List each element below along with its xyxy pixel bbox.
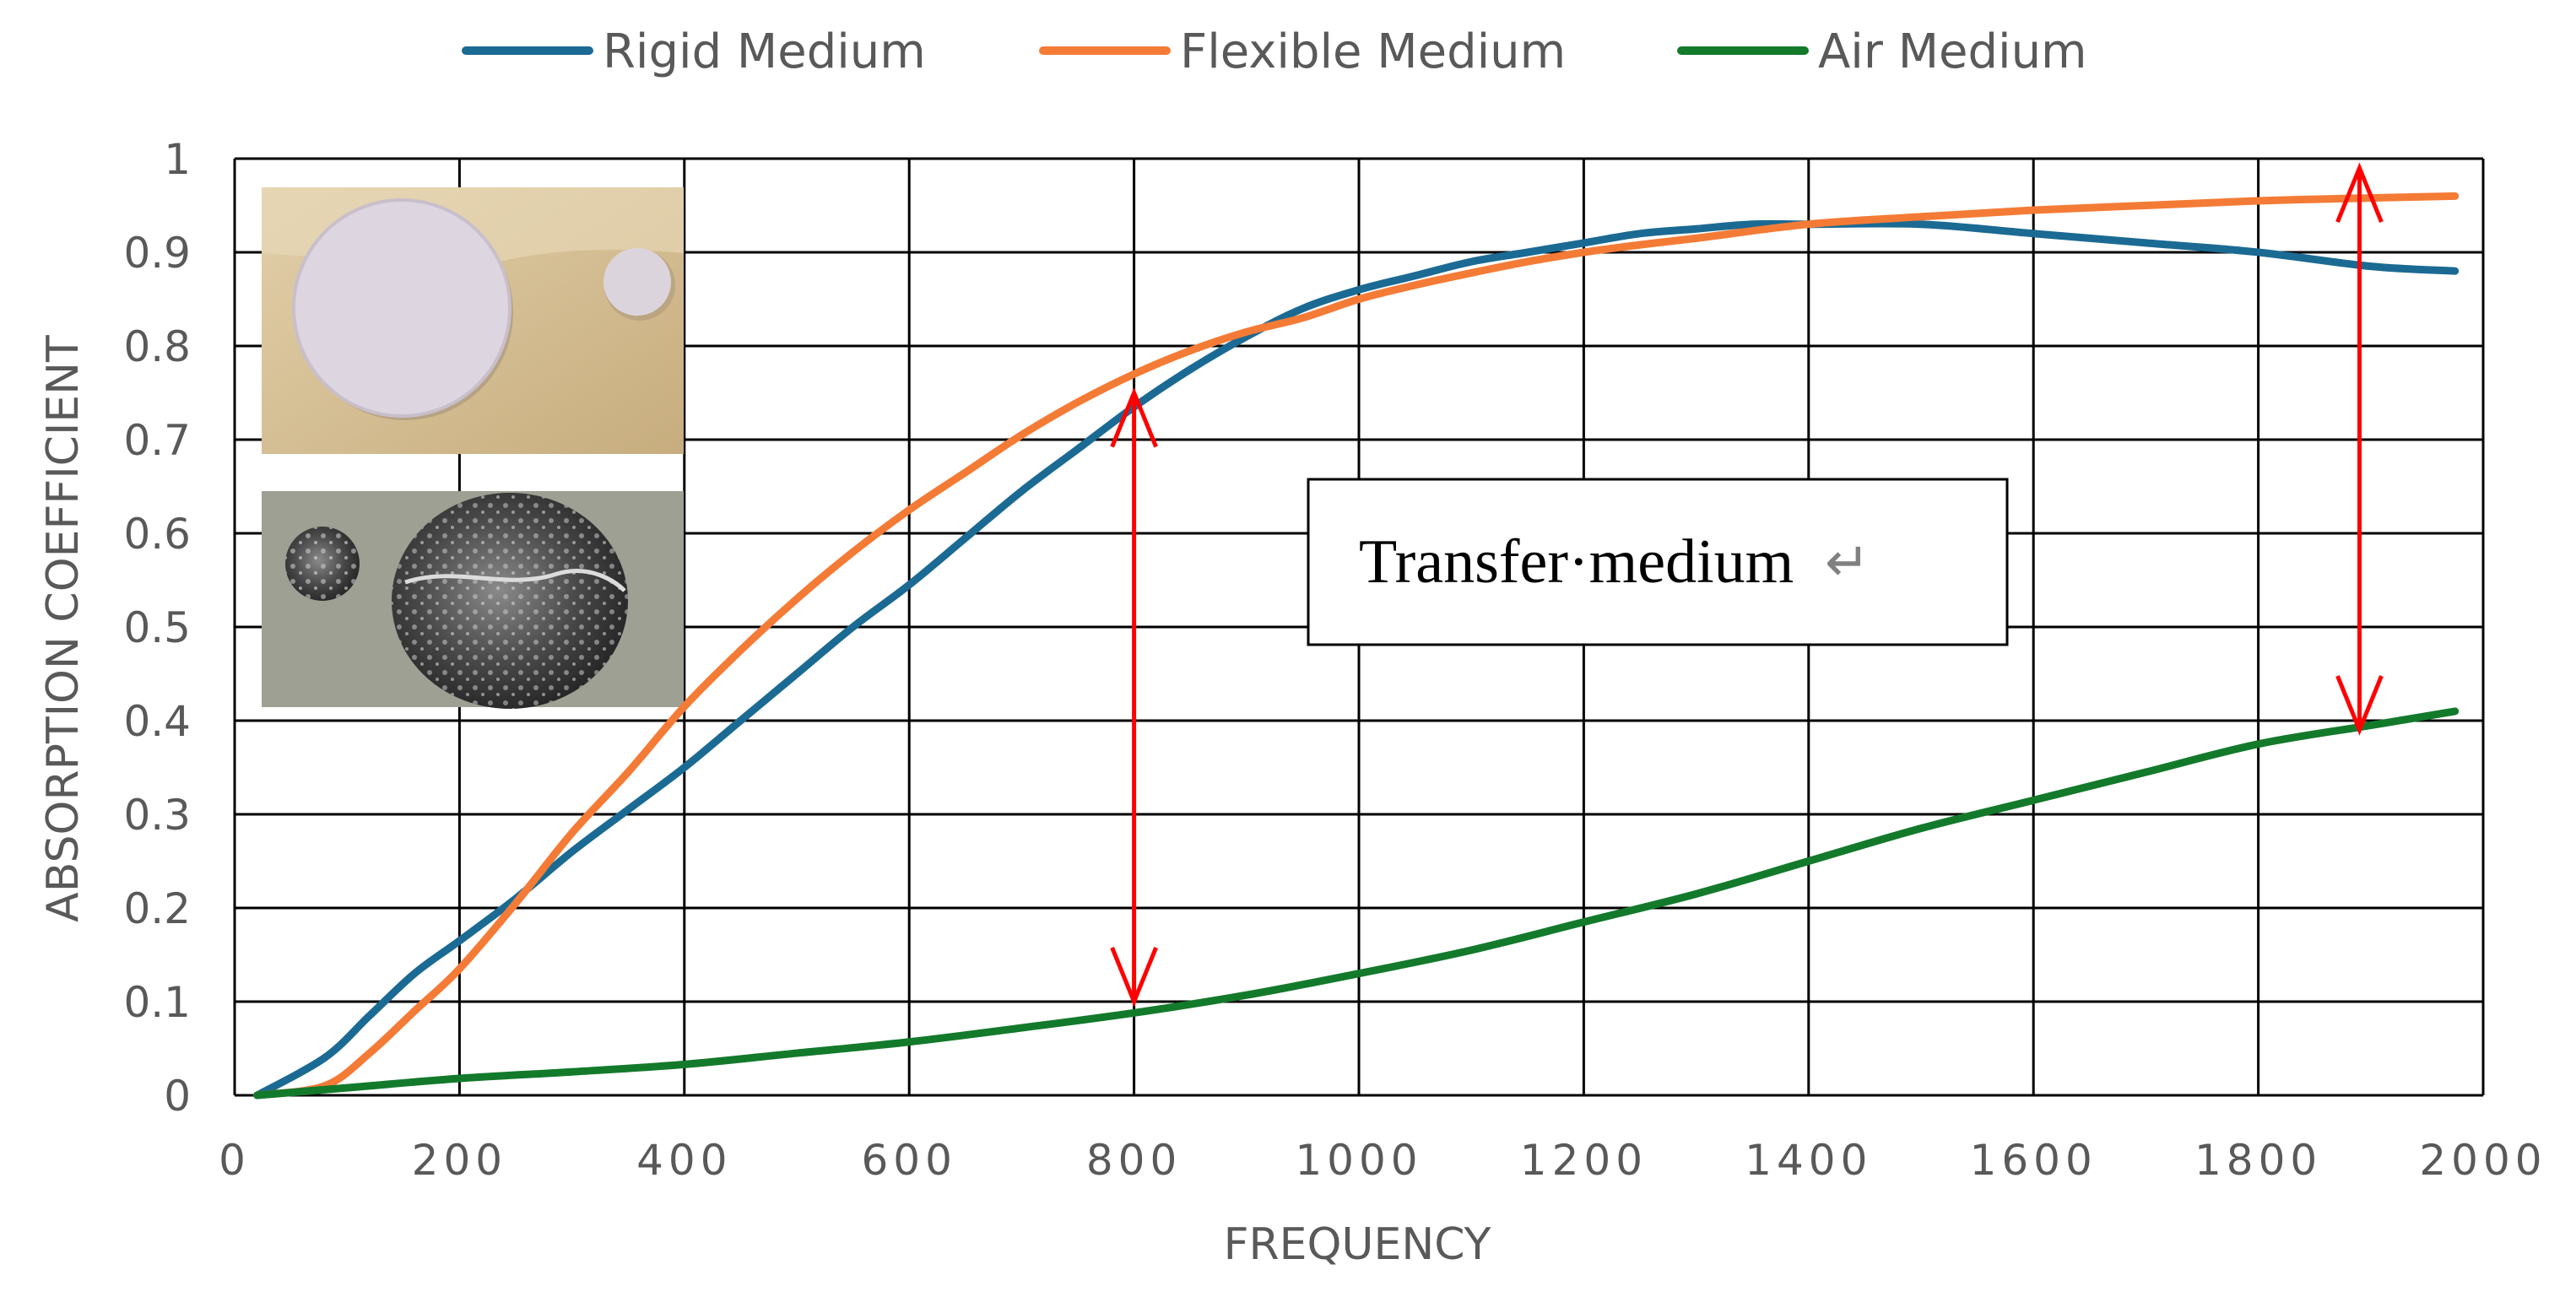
y-tick-label: 0.4 — [123, 697, 191, 746]
series-line-rigid-medium — [253, 219, 2460, 1100]
y-tick-label: 0.3 — [123, 791, 191, 840]
annotation-arrows — [1110, 162, 2384, 1008]
x-tick-labels: 0 200 400 600 800 1000 1200 1400 1600 1800 2000 — [219, 1136, 2546, 1185]
double-arrow — [2335, 162, 2384, 736]
y-tick-labels: 0 0.1 0.2 0.3 0.4 0.5 0.6 0.7 0.8 0.9 1 — [123, 135, 191, 1121]
x-tick-label: 1600 — [1970, 1136, 2097, 1185]
y-tick-label: 0.8 — [123, 322, 191, 371]
x-tick-label: 200 — [412, 1136, 507, 1185]
annotation-text: Transfer·medium — [1359, 527, 1794, 597]
annotation-return-mark: ↵ — [1825, 532, 1870, 592]
x-tick-label: 600 — [861, 1136, 956, 1185]
y-tick-label: 0.5 — [123, 603, 191, 652]
series-line-flexible-medium — [253, 192, 2460, 1100]
x-tick-label: 800 — [1086, 1136, 1182, 1185]
double-arrow — [1110, 386, 1158, 1008]
legend-item: Flexible Medium — [1039, 24, 1566, 79]
y-tick-label: 1 — [164, 135, 191, 184]
annotation-box: Transfer·medium ↵ — [1307, 478, 2009, 646]
y-tick-label: 0.2 — [123, 884, 191, 933]
x-tick-label: 1800 — [2194, 1136, 2322, 1185]
legend-label: Flexible Medium — [1180, 24, 1566, 79]
x-axis-title: FREQUENCY — [1224, 1219, 1491, 1270]
x-tick-label: 1000 — [1295, 1136, 1422, 1185]
x-tick-label: 2000 — [2419, 1136, 2546, 1185]
y-tick-label: 0.6 — [123, 510, 191, 559]
flexible-medium-sample-photo — [262, 491, 684, 709]
legend-label: Rigid Medium — [603, 24, 926, 79]
y-axis-title: ABSORPTION COEFFICIENT — [38, 335, 89, 922]
y-tick-label: 0.9 — [123, 229, 191, 278]
y-tick-label: 0.1 — [123, 978, 191, 1027]
x-tick-label: 0 — [219, 1136, 251, 1185]
legend-label: Air Medium — [1818, 24, 2087, 79]
y-tick-label: 0.7 — [123, 416, 191, 465]
series-line-air-medium — [253, 707, 2460, 1100]
rigid-medium-sample-photo — [262, 187, 684, 454]
legend-item: Air Medium — [1677, 24, 2087, 79]
x-tick-label: 1400 — [1745, 1136, 1872, 1185]
y-tick-label: 0 — [164, 1072, 191, 1121]
series-lines — [253, 192, 2460, 1100]
x-tick-label: 1200 — [1520, 1136, 1648, 1185]
grid — [233, 157, 2485, 1097]
x-tick-label: 400 — [636, 1136, 732, 1185]
legend-item: Rigid Medium — [462, 24, 926, 79]
legend: Rigid Medium Flexible Medium Air Medium — [462, 24, 2087, 79]
